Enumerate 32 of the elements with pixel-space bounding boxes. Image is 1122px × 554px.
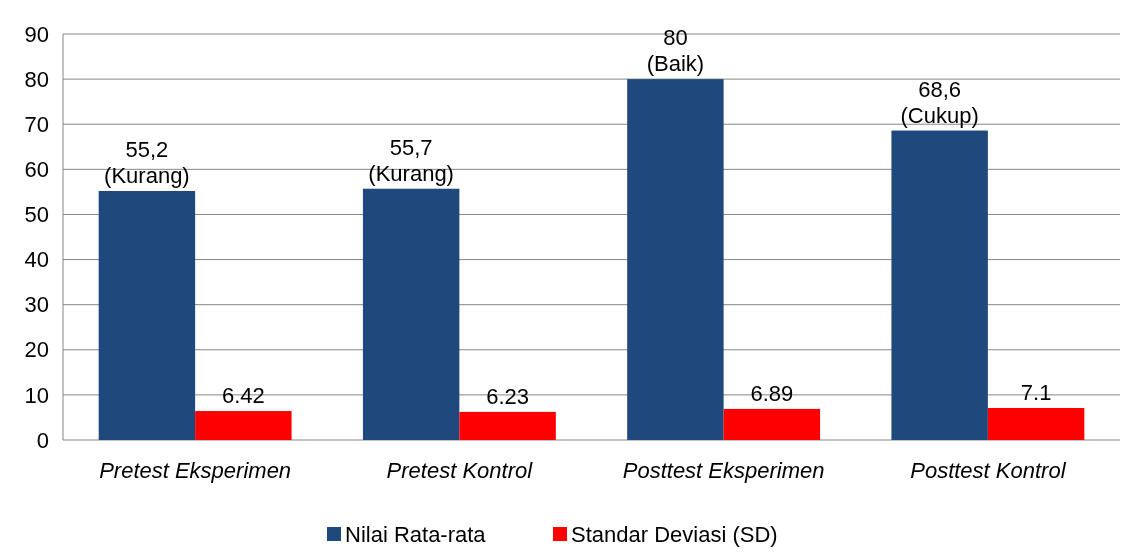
y-tick-label: 30 (24, 292, 49, 318)
y-tick-label: 10 (24, 382, 49, 408)
bar (891, 130, 988, 440)
y-tick-label: 70 (24, 111, 49, 137)
data-label: 55,7 (Kurang) (368, 134, 454, 186)
y-tick-label: 50 (24, 202, 49, 228)
y-tick-label: 90 (24, 21, 49, 47)
y-tick-label: 0 (36, 427, 49, 453)
x-tick-label: Pretest Kontrol (386, 458, 534, 483)
legend-label: Nilai Rata-rata (345, 522, 487, 547)
x-tick-label: Posttest Eksperimen (622, 458, 825, 483)
data-label: 6.42 (221, 383, 265, 409)
legend-label: Standar Deviasi (SD) (571, 522, 778, 547)
x-tick-label: Pretest Eksperimen (99, 458, 292, 483)
data-label: 55,2 (Kurang) (104, 136, 190, 188)
data-label: 6.89 (750, 380, 794, 406)
bar (195, 411, 292, 440)
bar (627, 79, 724, 440)
bar (98, 190, 196, 440)
data-label: 6.23 (486, 383, 530, 409)
y-tick-label: 40 (24, 247, 49, 273)
x-tick-label: Posttest Kontrol (910, 458, 1067, 483)
bar (362, 188, 460, 440)
bar (459, 411, 556, 440)
y-tick-label: 60 (24, 157, 49, 183)
y-tick-label: 20 (24, 337, 49, 363)
bar (987, 407, 1085, 440)
data-label: 7.1 (1020, 379, 1052, 405)
data-label: 80 (Baik) (646, 25, 705, 77)
data-label: 68,6 (Cukup) (900, 76, 979, 128)
bar (723, 408, 821, 440)
y-tick-label: 80 (24, 66, 49, 92)
